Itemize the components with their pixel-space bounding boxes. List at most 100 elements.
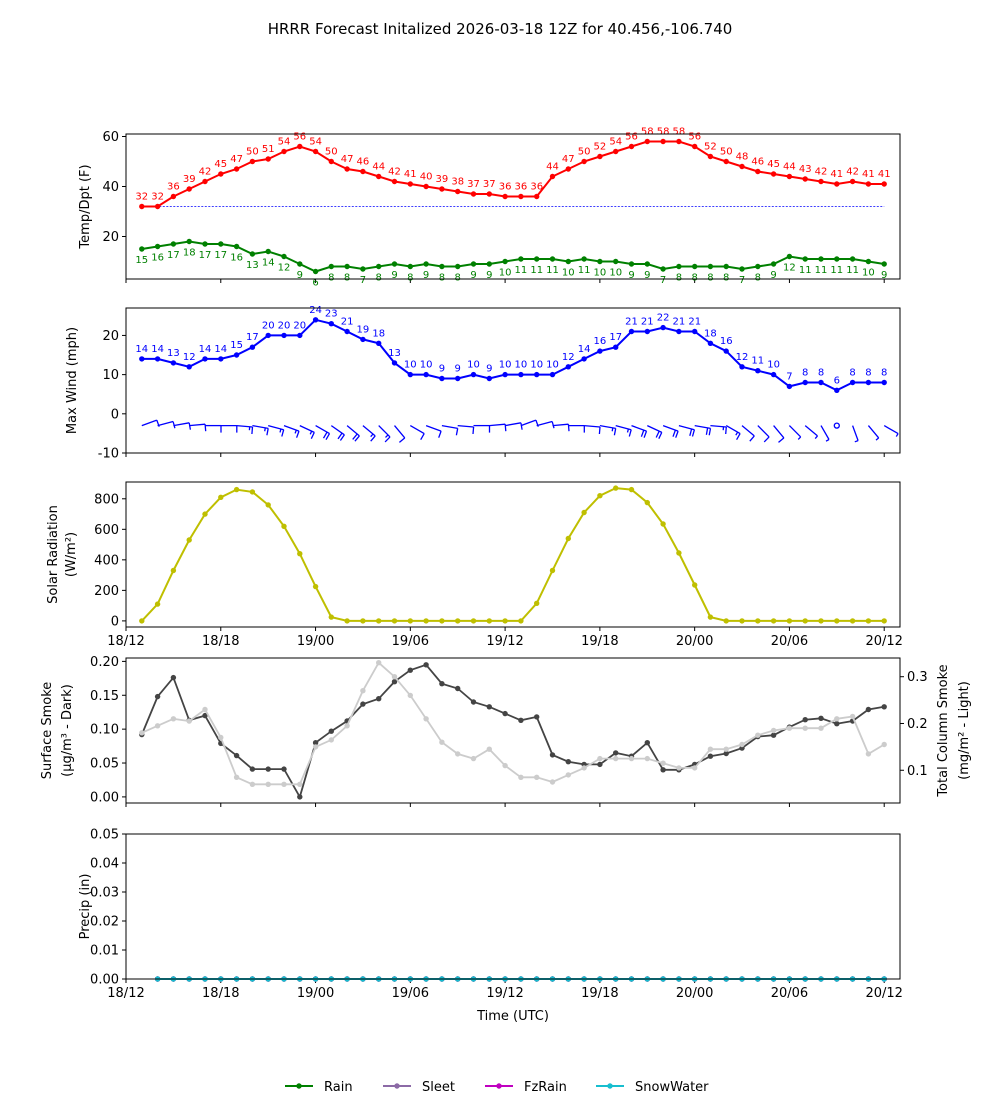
max-wind-point <box>328 321 334 327</box>
temperature-point <box>439 186 445 192</box>
total-column-smoke-point <box>455 751 461 757</box>
dewpoint-point <box>407 263 413 270</box>
max-wind-value-label: 6 <box>834 375 840 386</box>
surface-smoke-point <box>376 696 382 702</box>
temperature-point <box>628 143 635 150</box>
max-wind-point <box>834 387 840 393</box>
solar-radiation-point <box>628 486 635 493</box>
wind-barb-shaft <box>157 420 174 427</box>
solar-radiation-point <box>486 618 492 624</box>
wind-barb-flag <box>281 429 285 437</box>
dewpoint-point <box>692 263 698 270</box>
max-wind-value-label: 18 <box>372 328 385 339</box>
temperature-value-label: 50 <box>246 147 259 158</box>
temperature-point <box>154 203 161 210</box>
dewpoint-point <box>186 238 192 245</box>
wind-barb <box>457 424 475 435</box>
dewpoint-point <box>849 256 856 262</box>
max-wind-point <box>755 368 761 374</box>
temperature-value-label: 52 <box>704 142 717 153</box>
temperature-value-label: 46 <box>357 157 370 168</box>
solar-ytick-label: 400 <box>94 553 119 568</box>
wind-barb <box>584 424 601 435</box>
precip-xtick-label: 20/00 <box>676 986 713 1001</box>
total-column-smoke-point <box>328 737 334 743</box>
wind-barb-flag <box>736 433 741 441</box>
legend-marker <box>296 1083 302 1089</box>
wind-barb <box>694 424 712 436</box>
max-wind-point <box>597 348 603 354</box>
max-wind-point <box>581 356 587 362</box>
total-column-smoke-point <box>423 716 429 722</box>
max-wind-value-label: 18 <box>704 328 717 339</box>
total-column-smoke-point <box>723 746 729 752</box>
temperature-point <box>644 138 650 145</box>
solar-radiation-point <box>328 614 334 620</box>
wind-barb-flag <box>455 428 459 436</box>
wind-barb-flag <box>763 436 770 443</box>
wind-barb-flag <box>640 429 645 437</box>
wind-barb-halfflag <box>875 437 880 441</box>
dewpoint-point <box>218 241 224 247</box>
temp-ylabel: Temp/Dpt (F) <box>78 164 93 249</box>
surface-smoke-point <box>534 714 540 720</box>
wind-barb-flag <box>188 422 192 430</box>
solar-radiation-point <box>644 499 650 506</box>
total-column-smoke-point <box>628 755 635 762</box>
solar-radiation-point <box>470 618 477 624</box>
wind-barb <box>346 425 360 442</box>
solar-radiation-point <box>818 618 824 624</box>
wind-barb-flag <box>438 430 442 438</box>
wind-barb-flag <box>672 429 677 437</box>
solar-xtick-label: 19/18 <box>581 634 618 649</box>
temperature-value-label: 37 <box>483 179 496 190</box>
solar-radiation-point <box>786 618 793 624</box>
wind-barb-halfflag <box>294 429 297 434</box>
max-wind-point <box>265 332 271 339</box>
wind-barb <box>631 424 648 438</box>
temperature-value-label: 32 <box>135 192 148 203</box>
temperature-value-label: 50 <box>720 147 733 158</box>
surface-smoke-point <box>518 717 524 723</box>
dewpoint-point <box>391 261 398 267</box>
wind-frame <box>125 307 901 454</box>
wind-barb-shaft <box>394 425 406 439</box>
wind-barb-shaft <box>804 425 818 437</box>
max-wind-value-label: 9 <box>455 364 461 375</box>
solar-panel: 0 200 400 600 800 18/12 18/18 19/00 19/06 19/12 19… <box>46 481 903 649</box>
dewpoint-value-label: 9 <box>486 270 492 281</box>
wind-barb-shaft <box>883 425 899 435</box>
temperature-value-label: 44 <box>372 162 385 173</box>
solar-ytick-label: 200 <box>94 584 119 599</box>
precip-xtick-label: 19/06 <box>392 986 429 1001</box>
solar-radiation-point <box>755 618 761 624</box>
wind-barb-flag <box>658 432 663 439</box>
dewpoint-value-label: 9 <box>391 270 397 281</box>
dewpoint-value-label: 9 <box>628 270 634 281</box>
smoke-ytick-label: 0.20 <box>90 655 119 670</box>
wind-barb <box>851 425 859 443</box>
dewpoint-point <box>755 263 761 270</box>
max-wind-value-label: 8 <box>818 368 824 379</box>
precip-legend: Rain Sleet FzRain SnowWater <box>285 1080 709 1095</box>
dewpoint-point <box>281 253 287 260</box>
total-column-smoke-point <box>581 765 587 771</box>
total-column-smoke-point <box>233 774 240 780</box>
max-wind-point <box>692 328 698 335</box>
smoke-y2label-line1: Total Column Smoke <box>936 664 951 797</box>
total-column-smoke-point <box>391 674 398 680</box>
wind-barb-flag <box>295 430 300 438</box>
wind-barb <box>883 425 899 437</box>
max-wind-value-label: 14 <box>578 344 591 355</box>
temperature-value-label: 45 <box>767 159 780 170</box>
wind-barb-shaft <box>315 425 330 435</box>
wind-barb <box>536 420 555 429</box>
wind-barb-halfflag <box>279 428 282 433</box>
dewpoint-value-label: 8 <box>755 273 761 284</box>
wind-barb-shaft <box>694 424 711 430</box>
max-wind-point <box>786 383 793 390</box>
wind-barb-shaft <box>141 419 158 427</box>
dewpoint-value-label: 12 <box>783 263 796 274</box>
wind-barb-halfflag <box>735 431 739 436</box>
surface-smoke-point <box>834 721 840 727</box>
